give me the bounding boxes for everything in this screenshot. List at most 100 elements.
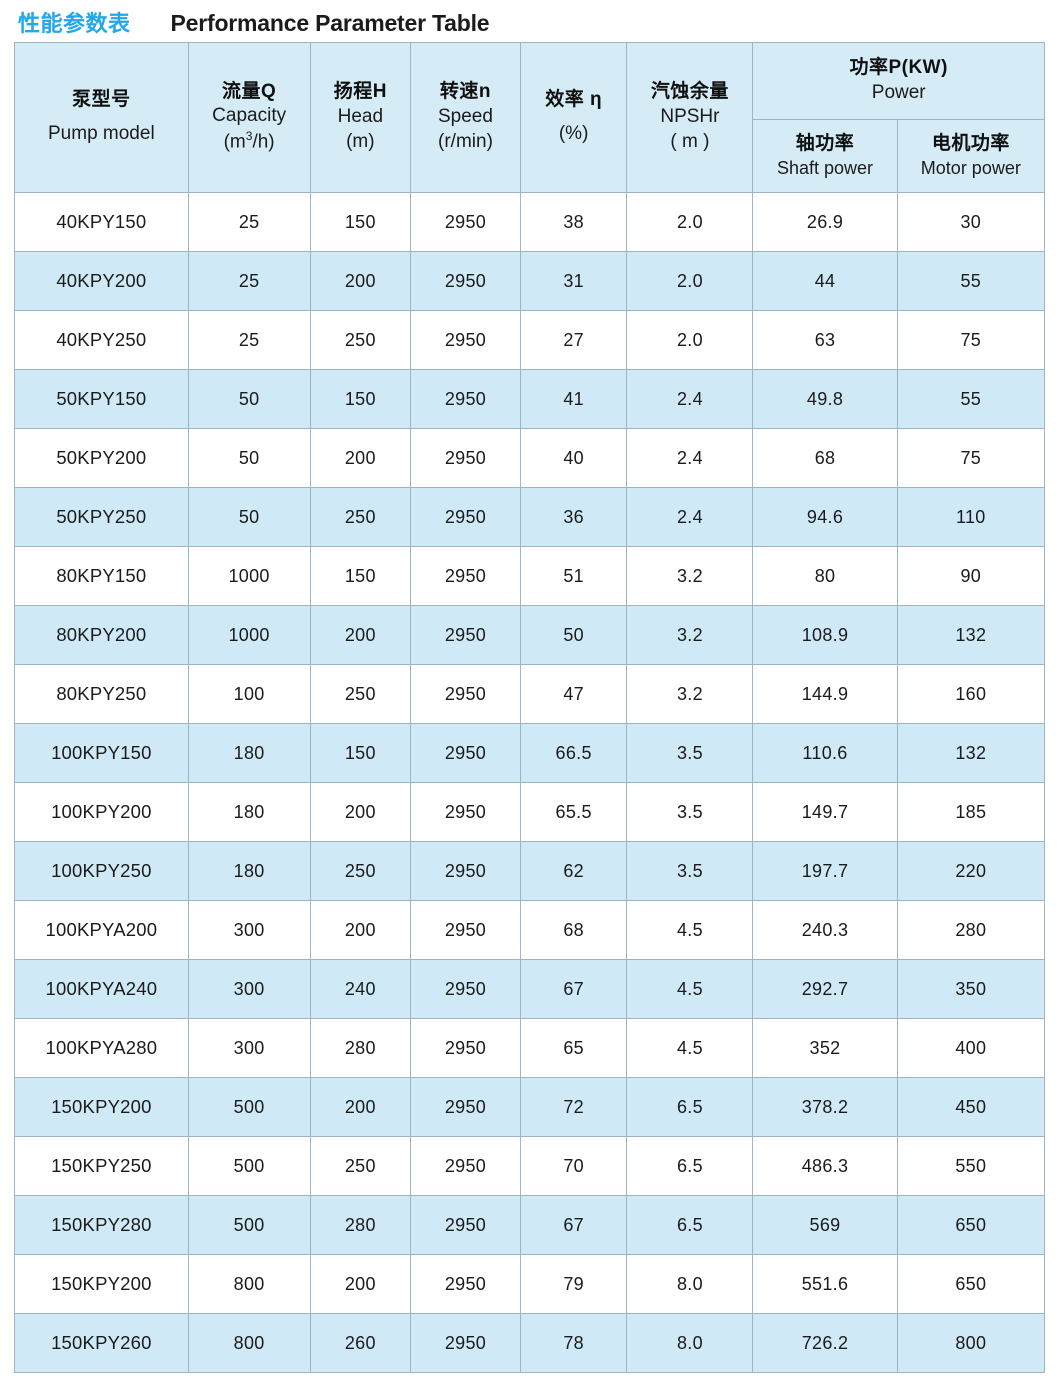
cell-motor-power: 650: [896, 1195, 1046, 1255]
cell-speed: 2950: [410, 664, 521, 724]
cell-npshr: 8.0: [626, 1313, 754, 1373]
table-row: 150KPY260 800 260 2950 78 8.0 726.2 800: [14, 1313, 1046, 1373]
header-cn-motor-power: 电机功率: [931, 132, 1010, 154]
cell-speed: 2950: [410, 546, 521, 606]
cell-shaft-power: 240.3: [752, 900, 898, 960]
header-cn-speed: 转速n: [439, 81, 492, 103]
cell-npshr: 3.2: [626, 605, 754, 665]
cell-npshr: 3.2: [626, 664, 754, 724]
cell-capacity: 800: [187, 1313, 311, 1373]
cell-efficiency: 51: [519, 546, 628, 606]
cell-motor-power: 185: [896, 782, 1046, 842]
cell-npshr: 3.5: [626, 841, 754, 901]
cell-efficiency: 70: [519, 1136, 628, 1196]
cell-head: 200: [309, 900, 412, 960]
cell-model: 40KPY250: [14, 310, 189, 370]
cell-speed: 2950: [410, 841, 521, 901]
cell-capacity: 500: [187, 1195, 311, 1255]
table-row: 50KPY150 50 150 2950 41 2.4 49.8 55: [14, 369, 1046, 429]
header-cn-head: 扬程H: [333, 81, 387, 103]
cell-capacity: 50: [187, 369, 311, 429]
cell-model: 150KPY280: [14, 1195, 189, 1255]
cell-shaft-power: 486.3: [752, 1136, 898, 1196]
cell-capacity: 500: [187, 1077, 311, 1137]
header-en-head: Head: [337, 106, 384, 128]
cell-speed: 2950: [410, 605, 521, 665]
cell-efficiency: 67: [519, 1195, 628, 1255]
cell-speed: 2950: [410, 1018, 521, 1078]
header-row-main: 泵型号 Pump model 流量Q Capacity (m3/h) 扬程H H…: [14, 42, 1045, 193]
unit-superscript: 3: [245, 129, 253, 144]
cell-shaft-power: 49.8: [752, 369, 898, 429]
column-header-shaft-power: 轴功率 Shaft power: [752, 119, 898, 193]
cell-capacity: 50: [187, 487, 311, 547]
cell-npshr: 3.2: [626, 546, 754, 606]
table-body: 40KPY150 25 150 2950 38 2.0 26.9 30 40KPY200 25 20…: [14, 192, 1046, 1373]
table-row: 150KPY250 500 250 2950 70 6.5 486.3 550: [14, 1136, 1046, 1196]
cell-shaft-power: 378.2: [752, 1077, 898, 1137]
cell-shaft-power: 80: [752, 546, 898, 606]
table-row: 100KPYA280 300 280 2950 65 4.5 352 400: [14, 1018, 1046, 1078]
cell-motor-power: 220: [896, 841, 1046, 901]
cell-shaft-power: 26.9: [752, 192, 898, 252]
cell-speed: 2950: [410, 369, 521, 429]
cell-npshr: 3.5: [626, 723, 754, 783]
cell-efficiency: 36: [519, 487, 628, 547]
cell-shaft-power: 63: [752, 310, 898, 370]
header-unit-npshr: ( m ): [670, 130, 710, 152]
cell-head: 240: [309, 959, 412, 1019]
cell-npshr: 6.5: [626, 1077, 754, 1137]
cell-head: 150: [309, 546, 412, 606]
table-row: 100KPY200 180 200 2950 65.5 3.5 149.7 185: [14, 782, 1046, 842]
cell-motor-power: 90: [896, 546, 1046, 606]
column-header-speed: 转速n Speed (r/min): [410, 42, 521, 193]
cell-speed: 2950: [410, 1136, 521, 1196]
cell-head: 200: [309, 782, 412, 842]
cell-motor-power: 160: [896, 664, 1046, 724]
cell-model: 50KPY250: [14, 487, 189, 547]
cell-shaft-power: 68: [752, 428, 898, 488]
cell-capacity: 500: [187, 1136, 311, 1196]
cell-motor-power: 650: [896, 1254, 1046, 1314]
cell-speed: 2950: [410, 487, 521, 547]
table-row: 50KPY200 50 200 2950 40 2.4 68 75: [14, 428, 1046, 488]
cell-capacity: 300: [187, 900, 311, 960]
cell-motor-power: 55: [896, 369, 1046, 429]
cell-shaft-power: 94.6: [752, 487, 898, 547]
cell-model: 80KPY250: [14, 664, 189, 724]
cell-motor-power: 75: [896, 310, 1046, 370]
page-title-english: Performance Parameter Table: [170, 10, 490, 36]
cell-model: 150KPY200: [14, 1077, 189, 1137]
cell-head: 150: [309, 369, 412, 429]
cell-model: 50KPY200: [14, 428, 189, 488]
header-spacer: [521, 113, 627, 122]
cell-head: 200: [309, 605, 412, 665]
cell-motor-power: 550: [896, 1136, 1046, 1196]
cell-model: 100KPYA280: [14, 1018, 189, 1078]
header-cn-shaft-power: 轴功率: [795, 132, 855, 154]
header-cn-pump-model: 泵型号: [72, 89, 131, 111]
page-title-bar: 性能参数表 Performance Parameter Table: [0, 0, 1060, 42]
cell-shaft-power: 292.7: [752, 959, 898, 1019]
column-header-npshr: 汽蚀余量 NPSHr ( m ): [626, 42, 754, 193]
header-en-shaft-power: Shaft power: [776, 157, 874, 178]
cell-efficiency: 41: [519, 369, 628, 429]
cell-motor-power: 132: [896, 605, 1046, 665]
column-header-pump-model: 泵型号 Pump model: [14, 42, 189, 193]
cell-head: 200: [309, 1254, 412, 1314]
header-en-npshr: NPSHr: [660, 106, 720, 128]
cell-model: 150KPY260: [14, 1313, 189, 1373]
unit-tail: /h): [252, 131, 275, 153]
cell-npshr: 2.0: [626, 192, 754, 252]
cell-shaft-power: 197.7: [752, 841, 898, 901]
cell-capacity: 25: [187, 251, 311, 311]
cell-model: 80KPY200: [14, 605, 189, 665]
table-row: 100KPY250 180 250 2950 62 3.5 197.7 220: [14, 841, 1046, 901]
cell-shaft-power: 44: [752, 251, 898, 311]
cell-head: 200: [309, 251, 412, 311]
cell-capacity: 180: [187, 841, 311, 901]
table-container: 泵型号 Pump model 流量Q Capacity (m3/h) 扬程H H…: [0, 42, 1060, 1373]
cell-efficiency: 78: [519, 1313, 628, 1373]
cell-head: 250: [309, 310, 412, 370]
